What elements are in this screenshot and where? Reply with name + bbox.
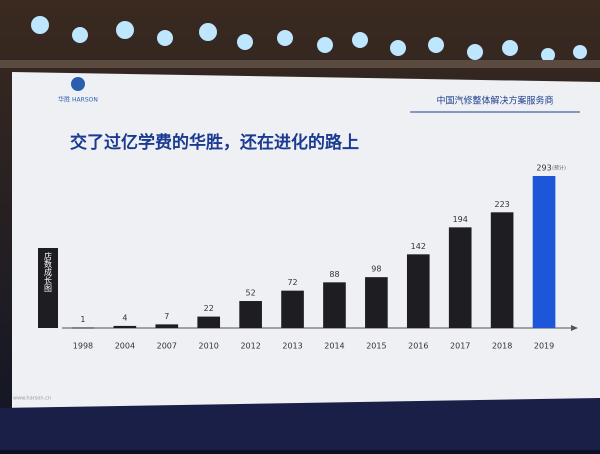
value-label: 88	[329, 270, 339, 279]
bar	[71, 327, 95, 329]
x-tick-label: 2016	[408, 342, 428, 351]
bar	[113, 325, 137, 328]
x-tick-label: 2010	[199, 342, 219, 351]
x-tick-label: 2004	[115, 342, 135, 351]
x-tick-label: 2018	[492, 342, 512, 351]
value-label: 4	[122, 313, 127, 322]
x-tick-label: 2012	[240, 342, 260, 351]
axis-arrow	[571, 325, 578, 331]
bar	[239, 301, 262, 328]
bar	[490, 212, 514, 328]
bar	[197, 316, 221, 328]
value-label: 7	[164, 312, 169, 321]
bar	[448, 227, 472, 328]
value-label: 52	[246, 289, 256, 298]
annotation: (预计)	[552, 165, 566, 172]
side-label: 店数成长图	[44, 251, 53, 293]
stage-floor	[0, 398, 600, 450]
bar	[323, 282, 346, 328]
value-label: 22	[204, 304, 214, 313]
x-tick-label: 2007	[157, 342, 177, 351]
bar	[406, 254, 430, 328]
value-label: 293	[536, 164, 551, 173]
bar	[365, 277, 388, 328]
truss	[0, 60, 600, 68]
value-label: 223	[494, 200, 509, 209]
bar	[281, 290, 304, 328]
value-label: 98	[371, 265, 381, 274]
x-tick-label: 2014	[324, 342, 344, 351]
bar	[155, 324, 179, 328]
value-label: 194	[453, 215, 468, 224]
bar	[532, 176, 556, 328]
side-label-box	[38, 248, 58, 328]
chart-title: 交了过亿学费的华胜，还在进化的路上	[70, 132, 359, 153]
value-label: 142	[411, 242, 426, 251]
x-tick-label: 2019	[534, 342, 554, 351]
logo: 华胜 HARSON	[58, 96, 98, 104]
value-label: 1	[80, 315, 85, 324]
footer: www.harson.cn	[13, 396, 51, 402]
tagline: 中国汽修整体解决方案服务商	[436, 95, 553, 107]
x-tick-label: 2013	[282, 342, 302, 351]
x-tick-label: 1998	[73, 342, 93, 351]
logo-mark	[71, 77, 85, 91]
value-label: 72	[287, 278, 297, 287]
stage-lights	[31, 16, 587, 62]
x-tick-label: 2017	[450, 342, 470, 351]
x-tick-label: 2015	[366, 342, 386, 351]
